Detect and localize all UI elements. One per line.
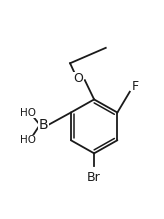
- Text: F: F: [132, 80, 139, 93]
- Text: Br: Br: [87, 171, 101, 184]
- Text: HO: HO: [20, 108, 36, 118]
- Text: O: O: [74, 72, 84, 85]
- Text: B: B: [39, 118, 49, 132]
- Text: HO: HO: [20, 135, 36, 145]
